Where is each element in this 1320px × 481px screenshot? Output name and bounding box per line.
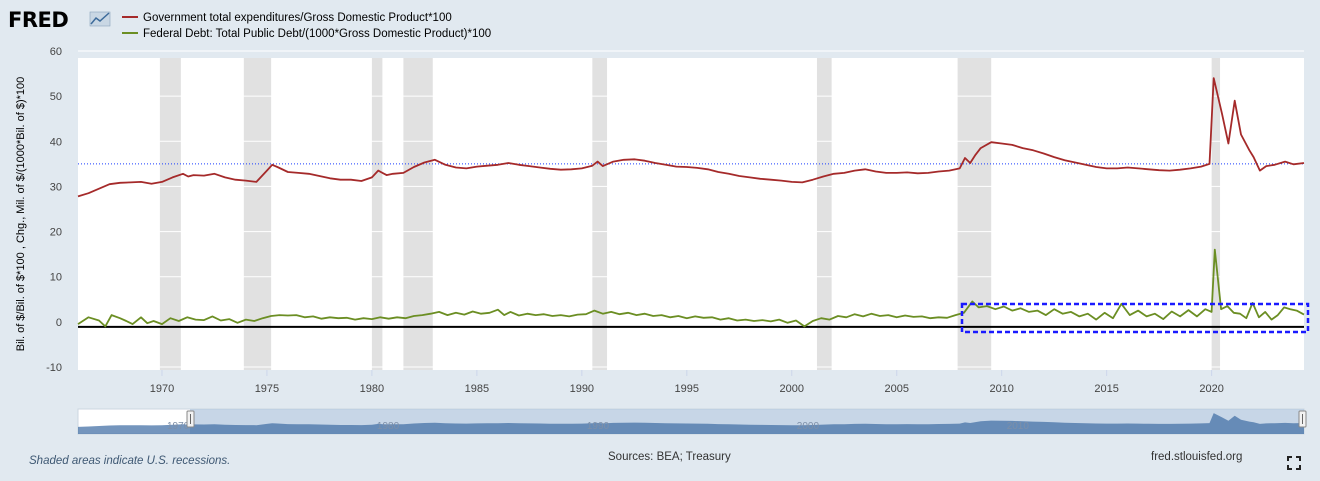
recession-band — [403, 58, 433, 370]
y-tick-label: 10 — [50, 272, 62, 284]
fred-trend-icon — [89, 11, 111, 27]
x-tick-label: 1985 — [465, 383, 489, 395]
legend-label-federal-debt: Federal Debt: Total Public Debt/(1000*Gr… — [143, 28, 491, 40]
x-tick-label: 1980 — [360, 383, 384, 395]
recession-band — [159, 58, 181, 370]
y-axis-label: Bil. of $/Bil. of $*100 , Chg., Mil. of … — [15, 77, 27, 352]
x-tick-label: 2010 — [989, 383, 1013, 395]
series-line-federal-debt — [77, 248, 1305, 328]
y-tick-label: 20 — [50, 227, 62, 239]
x-tick-label: 1970 — [150, 383, 174, 395]
recession-band — [371, 58, 383, 370]
recession-band — [816, 58, 832, 370]
fullscreen-icon[interactable] — [1287, 456, 1301, 470]
navigator-tick-label: 2000 — [797, 421, 820, 432]
navigator-left-handle[interactable] — [186, 410, 195, 428]
logo-text: FRED — [8, 8, 68, 32]
x-tick-label: 1990 — [570, 383, 594, 395]
recession-band — [957, 58, 992, 370]
navigator-tick-label: 2010 — [1007, 421, 1030, 432]
site-link[interactable]: fred.stlouisfed.org — [1151, 451, 1243, 463]
x-tick-label: 2015 — [1094, 383, 1118, 395]
y-tick-label: -10 — [46, 362, 62, 374]
navigator-tick-label: 1990 — [587, 421, 610, 432]
y-axis-ticks: -10 0 10 20 30 40 50 60 — [46, 46, 62, 374]
x-tick-label: 2000 — [780, 383, 804, 395]
navigator-ticks: 1970 1980 1990 2000 2010 — [167, 421, 1029, 432]
y-tick-label: 30 — [50, 181, 62, 193]
recession-band — [243, 58, 272, 370]
y-tick-label: 40 — [50, 136, 62, 148]
legend: Government total expenditures/Gross Dome… — [122, 12, 491, 40]
y-tick-label: 50 — [50, 91, 62, 103]
navigator[interactable]: 1970 1980 1990 2000 2010 — [77, 408, 1307, 435]
y-tick-label: 60 — [50, 46, 62, 58]
y-tick-label: 0 — [56, 317, 62, 329]
gridlines — [78, 50, 1304, 368]
recession-note: Shaded areas indicate U.S. recessions. — [29, 455, 231, 467]
series-line-gov-expenditures — [77, 77, 1305, 198]
recession-band — [592, 58, 608, 370]
x-tick-label: 1975 — [255, 383, 279, 395]
series-lines — [77, 77, 1305, 328]
recession-band — [1211, 58, 1221, 370]
navigator-tick-label: 1970 — [167, 421, 190, 432]
highlight-box — [960, 302, 1310, 334]
sources-text: Sources: BEA; Treasury — [608, 451, 731, 463]
x-tick-label: 2020 — [1199, 383, 1223, 395]
fred-logo[interactable]: FRED — [8, 8, 111, 32]
navigator-right-handle[interactable] — [1298, 410, 1307, 428]
x-axis-ticks: 1970 1975 1980 1985 1990 1995 2000 2005 2010 2015… — [150, 370, 1224, 395]
legend-label-gov-expenditures: Government total expenditures/Gross Dome… — [143, 12, 452, 24]
navigator-tick-label: 1980 — [377, 421, 400, 432]
x-tick-label: 1995 — [675, 383, 699, 395]
navigator-series — [78, 413, 1304, 434]
x-tick-label: 2005 — [884, 383, 908, 395]
